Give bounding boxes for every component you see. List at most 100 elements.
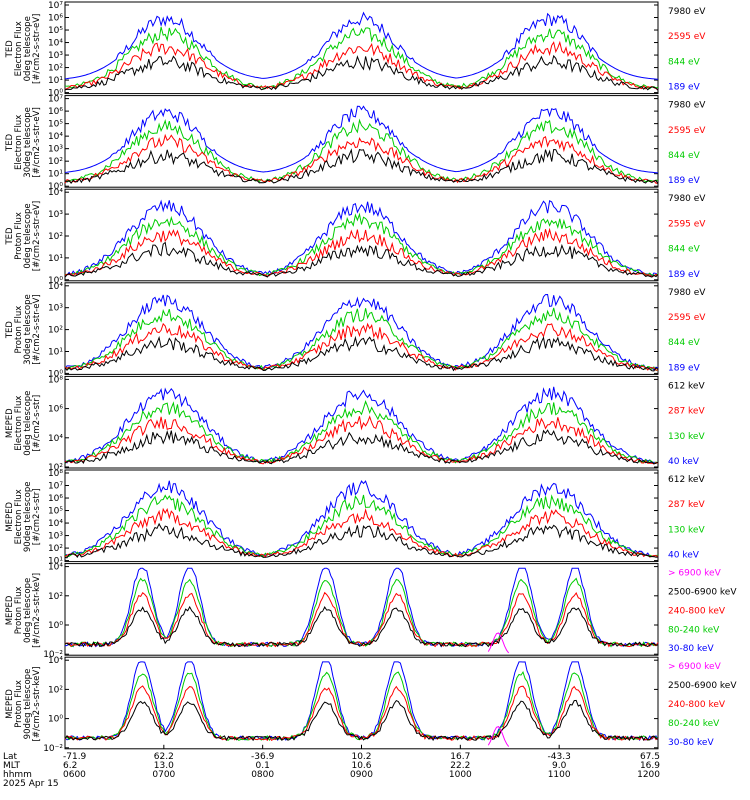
legend-entry: 130 keV (668, 525, 705, 535)
y-axis-label-line: 30deg telescope (23, 294, 33, 365)
y-axis-label-line: TED (5, 40, 15, 59)
y-tick-label: 10⁻² (43, 744, 63, 754)
x-tick-hhmm: 0900 (350, 770, 373, 780)
series-line (64, 507, 659, 558)
x-tick-mlt: 16.9 (640, 761, 660, 771)
legend-entry: 189 eV (668, 83, 701, 93)
y-tick-label: 10⁷ (48, 1, 63, 11)
y-tick-label: 10⁴ (48, 434, 63, 444)
x-tick-mlt: 9.0 (552, 761, 567, 771)
x-tick-hhmm: 0800 (251, 770, 274, 780)
y-tick-label: 10¹ (48, 557, 63, 567)
y-axis-label-line: Proton Flux (14, 212, 24, 260)
y-axis-label-line: Proton Flux (14, 587, 24, 635)
x-tick-lat: -36.9 (251, 752, 275, 762)
y-tick-label: 10⁷ (48, 482, 63, 492)
legend-entry: 612 keV (668, 381, 705, 391)
series-line (64, 26, 659, 90)
x-tick-lat: -71.9 (63, 752, 87, 762)
legend-entry: 2595 eV (668, 32, 706, 42)
y-tick-label: 10⁰ (48, 715, 63, 725)
legend-entry: 844 eV (668, 151, 701, 161)
y-axis-label-line: Proton Flux (14, 306, 24, 354)
y-axis-label-line: [#/cm2-s-str-keV] (32, 573, 42, 648)
y-tick-label: 10⁴ (48, 282, 63, 292)
y-axis-label-line: [#/cm2-s-str-eV] (32, 107, 42, 177)
series-line (64, 118, 659, 183)
y-tick-label: 10⁸ (48, 469, 63, 479)
legend-entry: 80-240 keV (668, 719, 720, 729)
series-line (64, 699, 659, 742)
panel-2: 10⁰ 10¹ 10² 10³ 10⁴ 10⁵ 10⁶ 10⁷ TEDElectron Flux… (5, 95, 706, 193)
y-axis-label: TEDElectron Flux0deg telescope[#/cm2-s-s… (5, 14, 42, 84)
panel-frame (64, 282, 659, 375)
y-axis-label-line: Proton Flux (14, 680, 24, 728)
legend-entry: 40 keV (668, 551, 700, 561)
series-line (64, 133, 658, 184)
panel-frame (64, 95, 659, 188)
y-tick-label: 10⁵ (48, 507, 63, 517)
legend-entry: 2500-6900 keV (668, 681, 737, 691)
panel-frame (64, 1, 659, 95)
y-tick-label: 10⁴ (48, 656, 63, 666)
legend-entry: 130 keV (668, 432, 705, 442)
legend-entry: 189 eV (668, 363, 701, 373)
x-tick-mlt: 22.2 (450, 761, 470, 771)
series-line (64, 322, 659, 371)
series-line (65, 199, 659, 277)
y-tick-label: 10³ (48, 145, 63, 155)
y-axis-label-line: [#/cm2-s-str-keV] (32, 667, 42, 742)
legend-entry: 80-240 keV (668, 625, 720, 635)
series-line (64, 605, 659, 648)
y-tick-label: 10² (48, 463, 63, 473)
legend-entry: 2500-6900 keV (668, 588, 737, 598)
y-axis-label: MEPEDElectron Flux90deg telescope[#/cm2-… (5, 481, 42, 552)
x-tick-lat: 62.2 (154, 752, 174, 762)
series-line (64, 212, 659, 277)
series-line (64, 567, 659, 648)
y-tick-label: 10³ (48, 304, 63, 314)
y-tick-label: 10⁴ (48, 519, 63, 529)
legend-entry: 240-800 keV (668, 606, 726, 616)
y-axis-label-line: 90deg telescope (23, 669, 33, 740)
y-tick-label: 10³ (48, 51, 63, 61)
y-tick-label: 10⁴ (48, 132, 63, 142)
y-tick-label: 10⁰ (48, 276, 63, 286)
panel-6: 10¹ 10² 10³ 10⁴ 10⁵ 10⁶ 10⁷ 10⁸ MEPEDElectron Fl… (5, 469, 705, 567)
y-tick-label: 10⁴ (48, 563, 63, 573)
series-line (64, 227, 659, 278)
y-axis-label-line: TED (5, 227, 15, 246)
y-tick-label: 10¹ (48, 76, 63, 86)
y-tick-label: 10⁶ (48, 494, 63, 504)
y-axis-label-line: MEPED (5, 689, 15, 719)
series-line (64, 386, 659, 464)
legend-entry: 612 keV (668, 475, 705, 485)
y-axis-label-line: Electron Flux (14, 396, 24, 451)
legend-entry: 844 eV (668, 338, 701, 348)
panel-frame (64, 563, 659, 656)
legend-entry: 844 eV (668, 57, 701, 67)
y-axis-label: MEPEDProton Flux0deg telescope[#/cm2-s-s… (5, 573, 42, 648)
legend-entry: 30-80 keV (668, 644, 714, 654)
y-tick-label: 10⁴ (48, 188, 63, 198)
legend-entry: 2595 eV (668, 313, 706, 323)
y-axis-label-line: 0deg telescope (23, 391, 33, 456)
y-axis-label: MEPEDProton Flux90deg telescope[#/cm2-s-… (5, 667, 42, 742)
legend-entry: 2595 eV (668, 126, 706, 136)
y-axis-label-line: MEPED (5, 408, 15, 438)
y-axis-label-line: [#/cm2-s-str] (32, 395, 42, 452)
y-tick-label: 10⁰ (48, 369, 63, 379)
y-tick-label: 10⁰ (48, 182, 63, 192)
y-tick-label: 10⁰ (48, 89, 63, 99)
series-line (64, 11, 659, 80)
x-tick-hhmm: 1200 (637, 770, 660, 780)
x-tick-lat: -43.3 (548, 752, 571, 762)
y-tick-label: 10⁵ (48, 26, 63, 36)
x-row-label: Lat (3, 752, 18, 762)
series-line (64, 661, 659, 741)
series-line (64, 54, 659, 91)
x-tick-mlt: 10.6 (351, 761, 371, 771)
series-line (64, 591, 659, 648)
panel-4: 10⁰ 10¹ 10² 10³ 10⁴ TEDProton Flux30deg teles… (5, 282, 706, 380)
legend-entry: 240-800 keV (668, 700, 726, 710)
